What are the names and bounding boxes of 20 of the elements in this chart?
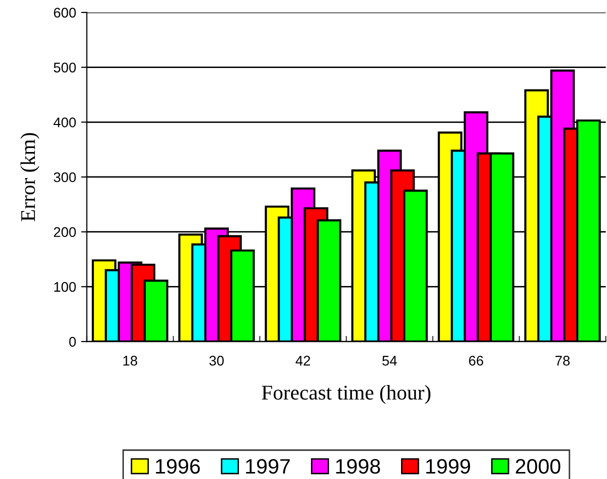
x-tick-label: 78 — [556, 356, 570, 366]
legend-label: 1998 — [336, 459, 380, 474]
x-tick-label: 66 — [469, 356, 484, 366]
y-tick-label: 300 — [54, 172, 76, 182]
x-tick-label: 42 — [296, 356, 310, 366]
x-tick-label: 18 — [123, 356, 138, 366]
x-tick-label: 30 — [209, 356, 224, 366]
y-axis-title: Error (km) — [20, 133, 40, 222]
legend-label: 1997 — [246, 459, 290, 474]
y-tick-label: 200 — [54, 227, 76, 238]
y-tick-label: 500 — [54, 62, 76, 72]
y-tick-label: 600 — [54, 8, 76, 18]
x-axis-title: Forecast time (hour) — [262, 385, 430, 404]
y-tick-label: 0 — [69, 336, 76, 347]
legend-label: 1999 — [426, 459, 470, 474]
y-tick-label: 100 — [54, 282, 76, 292]
y-tick-label: 400 — [54, 117, 76, 128]
x-tick-label: 54 — [382, 356, 397, 366]
legend-label: 1996 — [156, 459, 200, 474]
legend-label: 2000 — [516, 459, 560, 474]
